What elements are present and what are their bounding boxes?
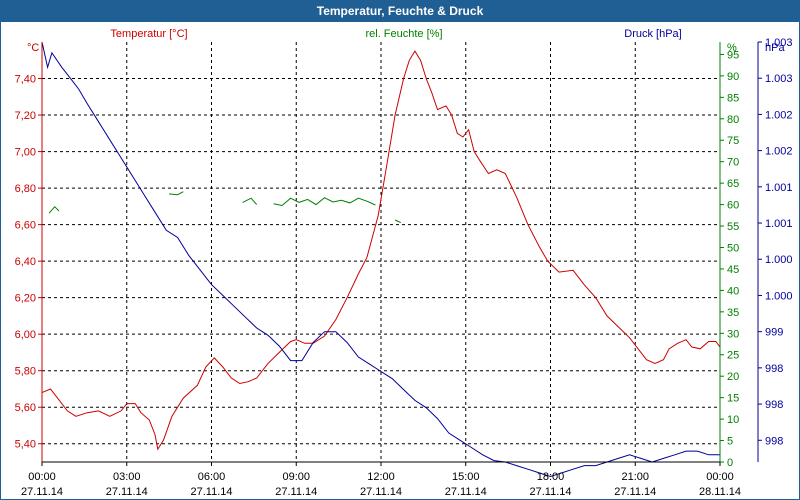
pressure-series-line bbox=[41, 41, 720, 478]
temperature-tick-label: 7,00 bbox=[15, 147, 36, 159]
x-tick-time-label: 12:00 bbox=[367, 471, 395, 483]
grid bbox=[42, 42, 720, 462]
x-tick-time-label: 09:00 bbox=[282, 471, 310, 483]
humidity-tick-label: 65 bbox=[727, 178, 739, 190]
humidity-series-segment bbox=[242, 197, 258, 205]
pressure-tick-label: 998 bbox=[765, 363, 783, 375]
pressure-tick-label: 998 bbox=[765, 399, 783, 411]
x-tick-time-label: 06:00 bbox=[198, 471, 226, 483]
humidity-axis-title: rel. Feuchte [%] bbox=[365, 28, 442, 40]
pressure-tick-label: 1.003 bbox=[765, 73, 793, 85]
x-tick-time-label: 15:00 bbox=[452, 471, 480, 483]
humidity-tick-label: 55 bbox=[727, 221, 739, 233]
humidity-tick-label: 35 bbox=[727, 307, 739, 319]
temperature-axis-title: Temperatur [°C] bbox=[110, 28, 187, 40]
x-tick-time-label: 21:00 bbox=[621, 471, 649, 483]
humidity-series-segment bbox=[394, 219, 402, 224]
x-tick-date-label: 27.11.14 bbox=[275, 486, 317, 498]
temperature-tick-label: 6,80 bbox=[15, 183, 36, 195]
axes-layer: 5,40 5,60 5,80 6,00 6,20 6,40 6,60 6,80 7,00 7,20… bbox=[15, 37, 793, 498]
x-tick-date-label: 27.11.14 bbox=[529, 486, 571, 498]
x-tick-time-label: 18:00 bbox=[537, 471, 565, 483]
x-tick-date-label: 27.11.14 bbox=[445, 486, 487, 498]
humidity-series-segment bbox=[169, 191, 184, 196]
x-tick-date-label: 27.11.14 bbox=[614, 486, 656, 498]
temperature-tick-label: 5,60 bbox=[15, 402, 36, 414]
temperature-tick-label: 5,80 bbox=[15, 366, 36, 378]
x-tick-date-label: 27.11.14 bbox=[21, 486, 63, 498]
humidity-tick-label: 90 bbox=[727, 71, 739, 83]
humidity-tick-label: 30 bbox=[727, 328, 739, 340]
temperature-unit: °C bbox=[27, 42, 39, 54]
humidity-tick-label: 40 bbox=[727, 285, 739, 297]
temperature-tick-label: 5,40 bbox=[15, 439, 36, 451]
humidity-unit: % bbox=[727, 42, 737, 54]
humidity-tick-label: 50 bbox=[727, 242, 739, 254]
temperature-tick-label: 7,40 bbox=[15, 74, 36, 86]
pressure-tick-label: 1.001 bbox=[765, 182, 793, 194]
humidity-tick-label: 75 bbox=[727, 135, 739, 147]
pressure-tick-label: 998 bbox=[765, 435, 783, 447]
pressure-tick-label: 1.000 bbox=[765, 290, 793, 302]
pressure-tick-label: 1.002 bbox=[765, 146, 793, 158]
pressure-unit: hPa bbox=[765, 42, 785, 54]
temperature-tick-label: 6,60 bbox=[15, 220, 36, 232]
x-tick-date-label: 28.11.14 bbox=[699, 486, 741, 498]
humidity-tick-label: 85 bbox=[727, 92, 739, 104]
humidity-tick-label: 15 bbox=[727, 393, 739, 405]
series-layer bbox=[41, 41, 721, 478]
temperature-series-line bbox=[41, 50, 721, 451]
humidity-tick-label: 60 bbox=[727, 200, 739, 212]
humidity-tick-label: 0 bbox=[727, 457, 733, 469]
temperature-tick-label: 6,00 bbox=[15, 329, 36, 341]
temperature-tick-label: 6,40 bbox=[15, 256, 36, 268]
x-tick-time-label: 00:00 bbox=[706, 471, 734, 483]
x-tick-time-label: 00:00 bbox=[28, 471, 56, 483]
humidity-tick-label: 5 bbox=[727, 436, 733, 448]
humidity-tick-label: 25 bbox=[727, 350, 739, 362]
temperature-tick-label: 6,20 bbox=[15, 293, 36, 305]
pressure-tick-label: 1.002 bbox=[765, 109, 793, 121]
humidity-tick-label: 20 bbox=[727, 371, 739, 383]
x-tick-time-label: 03:00 bbox=[113, 471, 141, 483]
x-tick-date-label: 27.11.14 bbox=[106, 486, 148, 498]
temperature-tick-label: 7,20 bbox=[15, 110, 36, 122]
humidity-tick-label: 80 bbox=[727, 114, 739, 126]
x-tick-date-label: 27.11.14 bbox=[190, 486, 232, 498]
humidity-series-segment bbox=[273, 197, 376, 207]
humidity-tick-label: 95 bbox=[727, 49, 739, 61]
pressure-axis-title: Druck [hPa] bbox=[624, 28, 681, 40]
humidity-tick-label: 10 bbox=[727, 414, 739, 426]
pressure-tick-label: 999 bbox=[765, 327, 783, 339]
pressure-tick-label: 1.003 bbox=[765, 37, 793, 49]
pressure-tick-label: 1.001 bbox=[765, 218, 793, 230]
x-tick-date-label: 27.11.14 bbox=[360, 486, 402, 498]
humidity-tick-label: 70 bbox=[727, 157, 739, 169]
pressure-tick-label: 1.000 bbox=[765, 254, 793, 266]
humidity-tick-label: 45 bbox=[727, 264, 739, 276]
window-title: Temperatur, Feuchte & Druck bbox=[1, 1, 799, 22]
humidity-series-segment bbox=[48, 205, 60, 214]
